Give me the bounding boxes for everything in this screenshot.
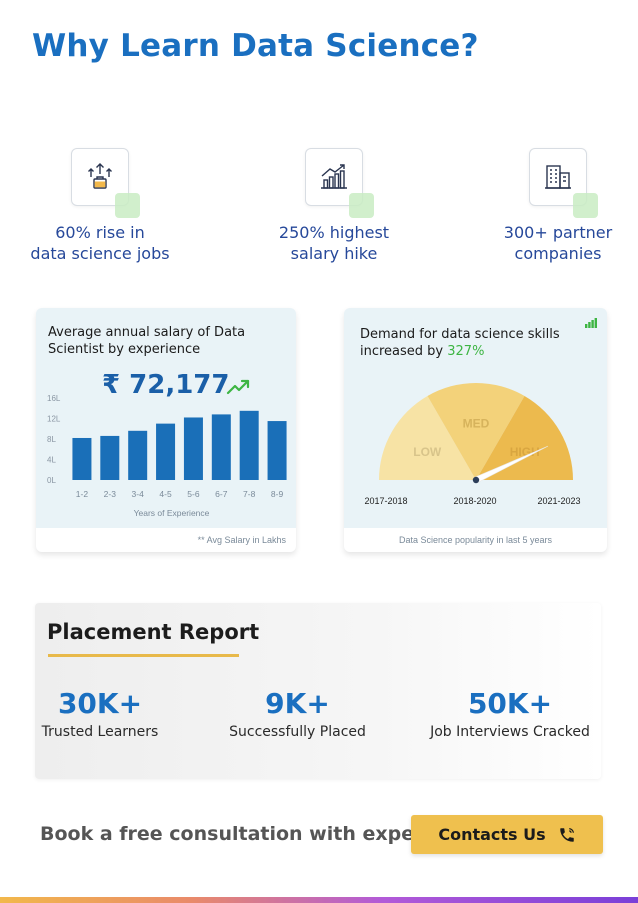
metric-label: Successfully Placed [229, 724, 366, 740]
x-tick-label: 8-9 [271, 489, 284, 499]
y-tick-label: 16L [47, 394, 61, 403]
gauge-segment-label: MED [463, 417, 490, 431]
placement-report: Placement Report 30K+ Trusted Learners 9… [35, 603, 601, 779]
stat-line-2: data science jobs [30, 244, 170, 263]
salary-card: Average annual salary of Data Scientist … [36, 308, 296, 552]
demand-title-line-2: increased by 327% [360, 343, 560, 360]
x-tick-label: 3-4 [132, 489, 145, 499]
salary-bar [100, 435, 120, 480]
y-tick-label: 0L [47, 476, 56, 485]
signal-bars-icon [585, 318, 597, 328]
x-tick-label: 1-2 [76, 489, 89, 499]
demand-gauge: LOW MED HIGH 2017-2018 2018-2020 2021-2023 [364, 383, 581, 506]
gauge-segment [427, 383, 525, 480]
gauge-pivot [472, 476, 480, 484]
x-tick-label: 7-8 [243, 489, 256, 499]
demand-footer: Data Science popularity in last 5 years [398, 535, 553, 545]
stat-line-1: 250% highest [278, 223, 390, 242]
y-tick-label: 4L [47, 456, 56, 465]
x-tick-label: 2-3 [104, 489, 117, 499]
gauge-segment [379, 395, 476, 480]
salary-card-title: Average annual salary of Data Scientist … [48, 324, 245, 358]
phone-icon [559, 827, 574, 842]
bar-chart-rising-icon [305, 148, 374, 218]
salary-bar-chart: 16L 12L 8L 4L 0L 1-2 2-3 3-4 4-5 5-6 6-7 7-8 8-9 Year… [47, 394, 287, 518]
salary-bar [183, 417, 203, 480]
metric-value: 9K+ [265, 687, 330, 720]
trend-up-icon [226, 379, 250, 395]
stat-line-2: salary hike [290, 244, 378, 263]
stat-line-2: companies [514, 244, 602, 263]
salary-title-line-1: Average annual salary of Data [48, 325, 246, 340]
stat-line-1: 300+ partner [503, 223, 613, 242]
salary-bar [156, 423, 176, 480]
salary-bar [128, 430, 148, 480]
x-axis-label: Years of Experience [134, 508, 210, 518]
demand-title-line-1: Demand for data science skills [360, 327, 560, 342]
demand-card: Demand for data science skills increased… [344, 308, 607, 552]
demand-title-prefix: increased by [360, 344, 448, 359]
salary-bar [267, 421, 287, 480]
salary-footnote: ** Avg Salary in Lakhs [197, 535, 286, 545]
x-tick-label: 5-6 [187, 489, 200, 499]
salary-bar [239, 410, 259, 480]
gauge-year-label: 2017-2018 [364, 496, 407, 506]
stat-line-1: 60% rise in [55, 223, 145, 242]
contact-button-label: Contacts Us [438, 825, 546, 844]
placement-underline [48, 654, 239, 657]
salary-title-line-2: Scientist by experience [48, 342, 201, 357]
salary-value: ₹ 72,177 [102, 370, 230, 400]
y-tick-label: 8L [47, 435, 56, 444]
gauge-year-label: 2021-2023 [537, 496, 580, 506]
gauge-year-label: 2018-2020 [453, 496, 496, 506]
bottom-gradient-bar [0, 897, 638, 903]
y-tick-label: 12L [47, 415, 61, 424]
stat-jobs-rise: 60% rise in data science jobs [0, 148, 200, 264]
gauge-segment [476, 395, 573, 480]
salary-bar [72, 437, 92, 480]
demand-card-title: Demand for data science skills increased… [360, 326, 560, 360]
metric-trusted-learners: 30K+ Trusted Learners [35, 687, 165, 740]
placement-title: Placement Report [47, 620, 260, 644]
stat-salary-hike: 250% highest salary hike [234, 148, 434, 264]
metric-successfully-placed: 9K+ Successfully Placed [225, 687, 370, 740]
x-tick-label: 4-5 [159, 489, 172, 499]
metric-value: 50K+ [467, 687, 553, 720]
metric-value: 30K+ [57, 687, 143, 720]
stat-partner-companies: 300+ partner companies [458, 148, 638, 264]
cta-text: Book a free consultation with expert [40, 823, 433, 845]
office-building-icon [529, 148, 598, 218]
x-tick-label: 6-7 [215, 489, 228, 499]
metric-interviews-cracked: 50K+ Job Interviews Cracked [425, 687, 595, 740]
contact-us-button[interactable]: Contacts Us [411, 815, 603, 854]
metric-label: Trusted Learners [41, 724, 159, 740]
growth-arrows-briefcase-icon [71, 148, 140, 218]
salary-bar [211, 414, 231, 480]
gauge-segment-label: HIGH [510, 445, 540, 459]
gauge-segment-label: LOW [413, 445, 442, 459]
page-title: Why Learn Data Science? [32, 28, 479, 64]
demand-title-accent: 327% [447, 344, 485, 359]
metric-label: Job Interviews Cracked [430, 724, 590, 740]
